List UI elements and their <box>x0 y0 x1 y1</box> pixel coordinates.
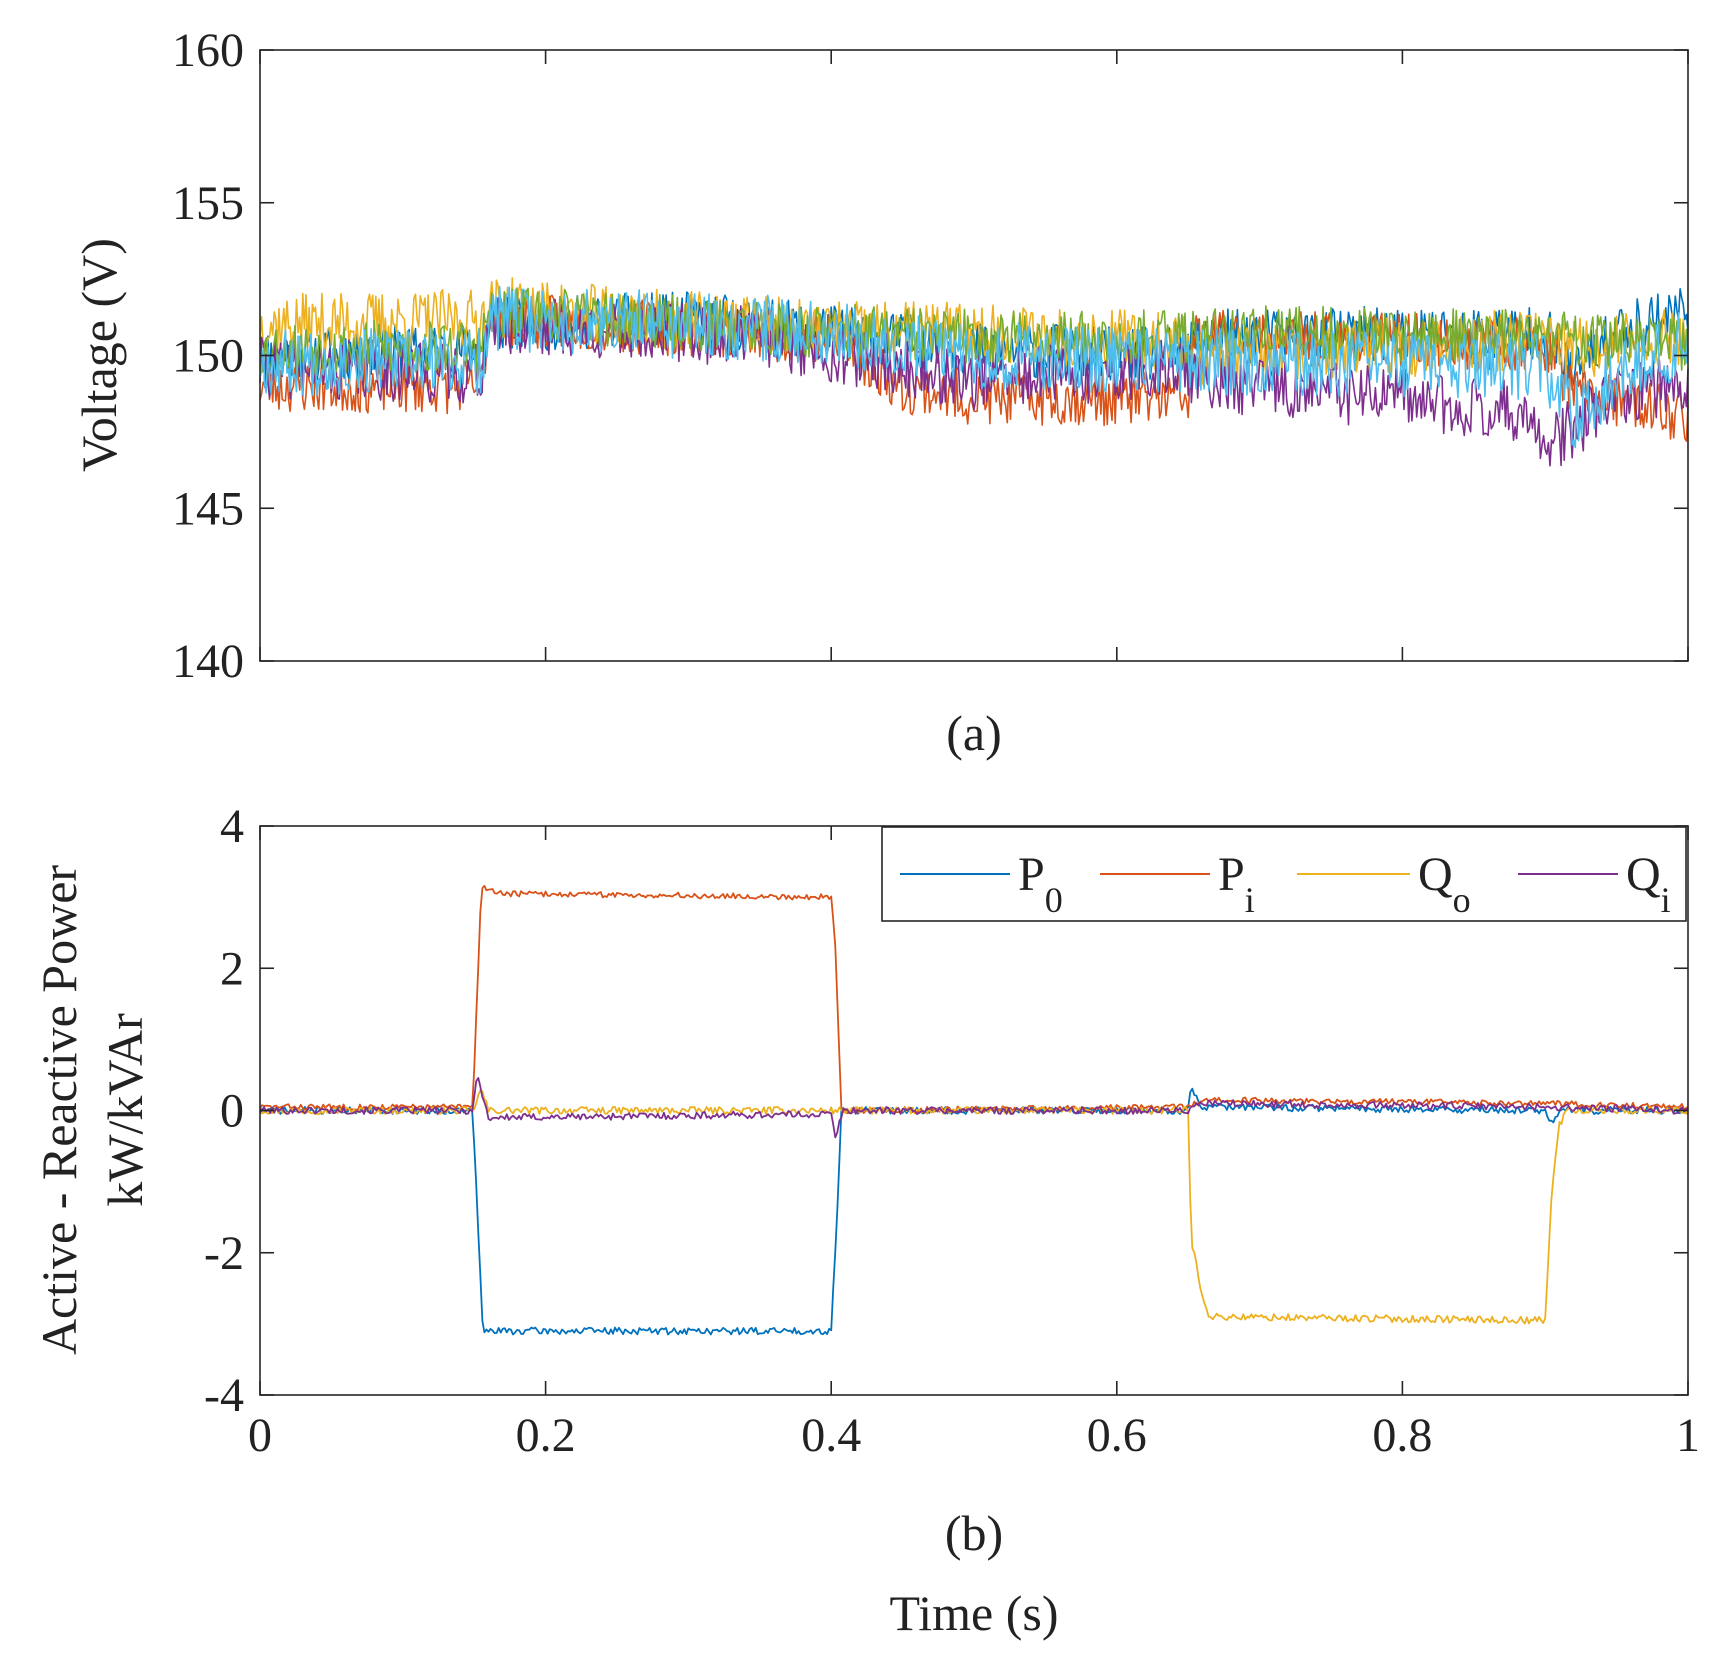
xtick-label-b-0: 0 <box>248 1409 272 1462</box>
ytick-label-a-4: 160 <box>172 24 244 77</box>
ytick-label-b-3: 2 <box>220 942 244 995</box>
ylabel-a: Voltage (V) <box>71 238 127 472</box>
xtick-label-b-2: 0.4 <box>801 1409 861 1462</box>
caption-a: (a) <box>946 705 1002 761</box>
series-line-a-4 <box>259 295 1689 467</box>
ytick-label-a-2: 150 <box>172 330 244 383</box>
ytick-label-a-1: 145 <box>172 482 244 535</box>
xtick-label-b-4: 0.8 <box>1372 1409 1432 1462</box>
ytick-label-b-2: 0 <box>220 1085 244 1138</box>
series-group-a <box>259 277 1689 467</box>
caption-b: (b) <box>945 1505 1003 1561</box>
legend-sub-4: i <box>1661 880 1671 920</box>
ylabel-b-line1: Active - Reactive Power <box>31 865 87 1355</box>
series-group-b <box>259 884 1689 1336</box>
ticks-a: 140 145 150 155 160 <box>172 24 1689 688</box>
ticks-b: -4 -2 0 2 4 0 0.2 0.4 0.6 0.8 1 <box>204 800 1700 1462</box>
legend: P0 Pi Qo Qi <box>881 826 1687 922</box>
xtick-label-b-5: 1 <box>1676 1409 1700 1462</box>
ytick-label-a-3: 155 <box>172 177 244 230</box>
ylabel-b-line2: kW/kVAr <box>97 1013 153 1207</box>
xtick-label-b-3: 0.6 <box>1087 1409 1147 1462</box>
ytick-label-a-0: 140 <box>172 635 244 688</box>
panel-a: 140 145 150 155 160 Voltage (V) (a) <box>71 24 1689 761</box>
legend-sub-1: 0 <box>1045 880 1063 920</box>
xtick-label-b-1: 0.2 <box>516 1409 576 1462</box>
series-line-a-6 <box>259 285 1689 449</box>
ytick-label-b-0: -4 <box>204 1369 244 1422</box>
legend-sub-3: o <box>1453 880 1471 920</box>
panel-b: -4 -2 0 2 4 0 0.2 0.4 0.6 0.8 1 Active - Reactive … <box>31 800 1700 1641</box>
xlabel-b: Time (s) <box>889 1585 1058 1641</box>
series-line-b-4 <box>259 1077 1689 1139</box>
ytick-label-b-1: -2 <box>204 1227 244 1280</box>
legend-sub-2: i <box>1245 880 1255 920</box>
ytick-label-b-4: 4 <box>220 800 244 853</box>
